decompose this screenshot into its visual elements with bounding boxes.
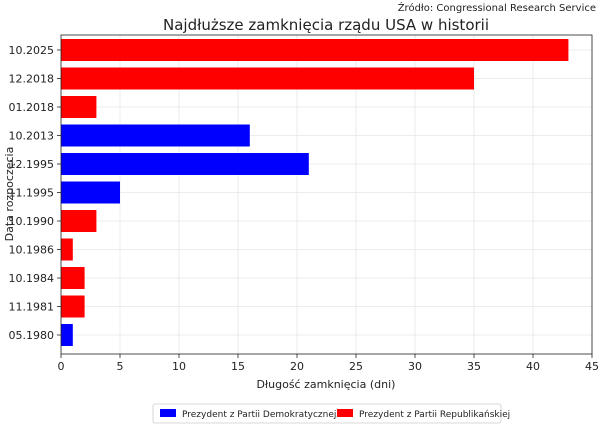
y-axis-ticks: 10.2025 12.2018 01.2018 10.2013 12.1995 11.19… xyxy=(9,44,61,342)
bar-10.2025 xyxy=(61,39,569,61)
bars-group xyxy=(61,39,569,346)
bar-11.1995 xyxy=(61,181,120,204)
source-note: Źródło: Congressional Research Service xyxy=(397,3,596,14)
legend-swatch-R xyxy=(337,409,353,417)
x-tick-label: 10 xyxy=(172,360,186,373)
bar-10.1990 xyxy=(61,210,97,232)
y-tick-label: 10.1984 xyxy=(9,272,55,285)
y-tick-label: 12.1995 xyxy=(9,158,55,171)
x-tick-label: 30 xyxy=(408,360,422,373)
legend-box xyxy=(152,403,502,424)
x-tick-label: 15 xyxy=(231,360,245,373)
chart-title: Najdłuższe zamknięcia rządu USA w histor… xyxy=(163,16,489,34)
legend-label-D: Prezydent z Partii Demokratycznej xyxy=(182,410,336,420)
y-tick-label: 11.1995 xyxy=(9,187,55,200)
legend: Prezydent z Partii Demokratycznej Prezyde… xyxy=(152,403,510,424)
y-tick-label: 10.1986 xyxy=(9,244,55,257)
y-tick-label: 11.1981 xyxy=(9,301,55,314)
y-tick-label: 01.2018 xyxy=(9,101,55,114)
y-tick-label: 10.2025 xyxy=(9,44,55,57)
bar-01.2018 xyxy=(61,96,97,118)
bar-12.2018 xyxy=(61,67,474,90)
y-tick-label: 10.2013 xyxy=(9,130,55,143)
x-tick-label: 20 xyxy=(290,360,304,373)
bar-05.1980 xyxy=(61,324,73,346)
plot-frame xyxy=(60,34,593,355)
y-tick-label: 10.1990 xyxy=(9,215,55,228)
x-tick-label: 35 xyxy=(467,360,481,373)
x-axis-label: Długość zamknięcia (dni) xyxy=(257,378,396,391)
legend-swatch-D xyxy=(160,409,176,417)
y-tick-label: 12.2018 xyxy=(9,73,55,86)
x-tick-label: 25 xyxy=(349,360,363,373)
x-tick-label: 0 xyxy=(58,360,65,373)
bar-11.1981 xyxy=(61,295,85,318)
x-tick-label: 5 xyxy=(117,360,124,373)
y-axis-label: Data rozpoczęcia xyxy=(3,147,16,242)
y-tick-label: 05.1980 xyxy=(9,329,55,342)
x-tick-label: 45 xyxy=(585,360,599,373)
bar-12.1995 xyxy=(61,153,309,175)
bar-10.1984 xyxy=(61,267,85,289)
x-tick-label: 40 xyxy=(526,360,540,373)
x-axis-ticks: 0 5 10 15 20 25 30 35 40 45 xyxy=(58,354,599,373)
bar-10.1986 xyxy=(61,238,73,261)
bar-10.2013 xyxy=(61,124,250,147)
legend-label-R: Prezydent z Partii Republikańskiej xyxy=(359,410,510,420)
